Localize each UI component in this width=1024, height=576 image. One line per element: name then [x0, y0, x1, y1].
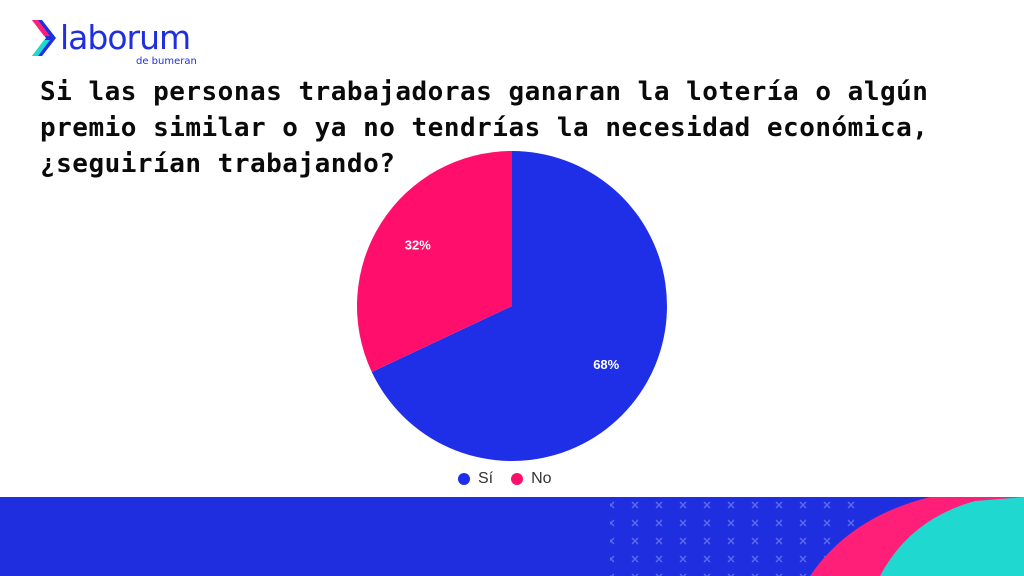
pie-slice-no	[357, 151, 512, 372]
pie-slice-si	[371, 151, 667, 461]
brand-name: laborum	[60, 18, 191, 57]
question-title: Si las personas trabajadoras ganaran la …	[40, 77, 929, 179]
footer-decoration	[0, 497, 1024, 576]
pie-data-label: 32%	[405, 238, 431, 253]
footer-band-teal	[880, 497, 1024, 576]
legend-label: Sí	[478, 470, 494, 487]
brand-logo: laborum de bumeran	[30, 18, 220, 68]
chevron-logo-icon	[32, 20, 56, 56]
chart-legend: Sí No	[458, 470, 552, 488]
legend-item: No	[511, 470, 552, 488]
brand-tagline: de bumeran	[136, 56, 197, 67]
legend-swatch	[458, 473, 470, 485]
legend-swatch	[511, 473, 524, 485]
legend-item: Sí	[458, 470, 493, 488]
legend-label: No	[531, 470, 552, 487]
pie-data-label: 68%	[593, 357, 619, 372]
